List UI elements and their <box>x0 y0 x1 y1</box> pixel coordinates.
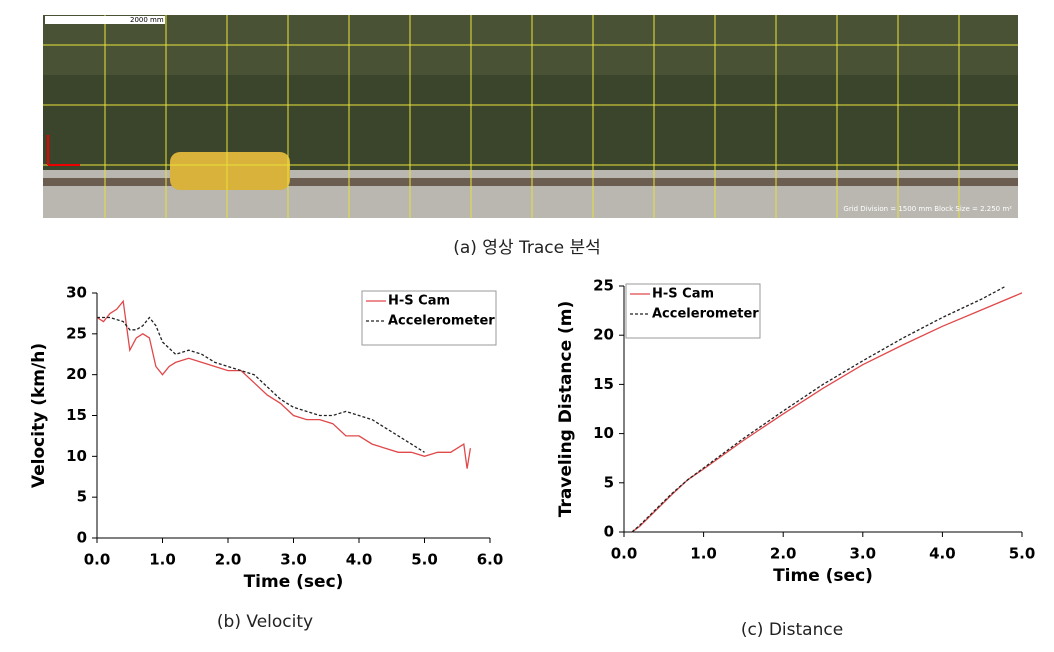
y-tick-label: 20 <box>593 326 614 344</box>
caption: (a) 영상 Trace 분석 <box>453 238 601 258</box>
series-line <box>96 299 472 469</box>
x-tick-label: 1.0 <box>690 545 717 563</box>
x-tick-label: 1.0 <box>149 551 176 569</box>
legend-label: H-S Cam <box>388 294 450 309</box>
legend-label: Accelerometer <box>652 307 759 322</box>
axes-marker <box>47 135 80 166</box>
y-tick-label: 10 <box>66 447 87 465</box>
x-tick-label: 0.0 <box>84 551 111 569</box>
y-axis-label: Traveling Distance (m) <box>556 301 576 518</box>
caption: (b) Velocity <box>217 612 313 632</box>
rail <box>43 178 1018 186</box>
series-line <box>97 316 425 453</box>
x-tick-label: 4.0 <box>929 545 956 563</box>
y-tick-label: 0 <box>604 523 614 541</box>
y-tick-label: 5 <box>604 473 614 491</box>
scale-label: 2000 mm <box>130 16 164 24</box>
y-tick-label: 20 <box>66 365 87 383</box>
photo: 2000 mm Grid Division = 1500 mm Block Si… <box>43 15 1018 218</box>
y-tick-label: 15 <box>593 375 614 393</box>
series-line <box>631 285 1007 533</box>
y-tick-label: 30 <box>66 284 87 302</box>
grid-info: Grid Division = 1500 mm Block Size = 2.2… <box>843 205 1012 213</box>
y-tick-label: 25 <box>593 277 614 295</box>
y-axis-label: Velocity (km/h) <box>29 343 49 488</box>
series-line <box>631 292 1023 533</box>
x-tick-label: 5.0 <box>1009 545 1036 563</box>
caption: (c) Distance <box>741 620 843 640</box>
x-tick-label: 3.0 <box>280 551 307 569</box>
legend-label: Accelerometer <box>388 314 495 329</box>
x-tick-label: 3.0 <box>850 545 877 563</box>
y-tick-label: 0 <box>77 529 87 547</box>
legend-box <box>625 283 761 339</box>
x-tick-label: 2.0 <box>770 545 797 563</box>
bogie <box>170 152 290 190</box>
x-tick-label: 5.0 <box>411 551 438 569</box>
x-axis-label: Time (sec) <box>244 572 344 592</box>
x-tick-label: 0.0 <box>611 545 638 563</box>
y-tick-label: 25 <box>66 324 87 342</box>
x-axis-label: Time (sec) <box>773 566 873 586</box>
y-tick-label: 15 <box>66 406 87 424</box>
y-tick-label: 10 <box>593 424 614 442</box>
x-tick-label: 4.0 <box>346 551 373 569</box>
x-tick-label: 2.0 <box>215 551 242 569</box>
legend-box <box>361 290 497 346</box>
y-tick-label: 5 <box>77 488 87 506</box>
x-tick-label: 6.0 <box>477 551 504 569</box>
photo-grid <box>43 15 1018 218</box>
legend-label: H-S Cam <box>652 287 714 302</box>
scale-bar <box>45 16 165 24</box>
